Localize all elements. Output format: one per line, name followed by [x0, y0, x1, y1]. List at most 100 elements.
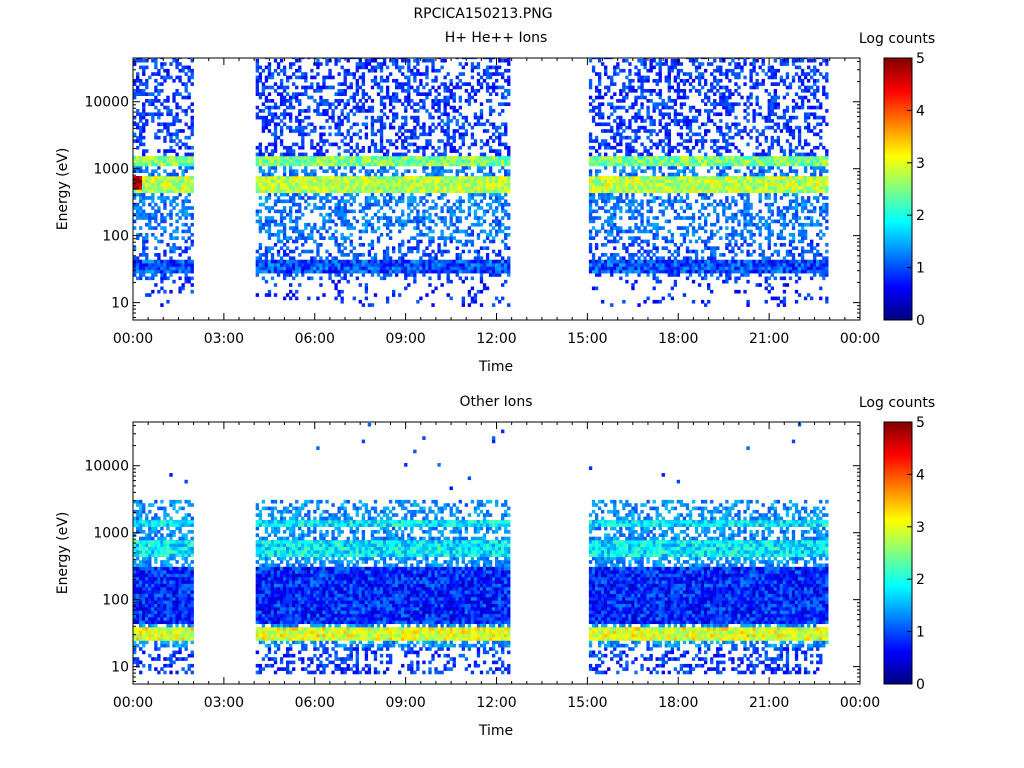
heatmap-cell	[264, 125, 269, 130]
heatmap-cell	[458, 276, 462, 281]
heatmap-cell	[175, 266, 179, 271]
heatmap-cell	[145, 182, 149, 187]
heatmap-cell	[292, 169, 296, 173]
heatmap-cell	[349, 273, 353, 277]
heatmap-cell	[640, 159, 644, 163]
heatmap-cell	[467, 266, 472, 271]
heatmap-cell	[145, 58, 149, 63]
heatmap-cell	[349, 165, 353, 170]
heatmap-cell	[258, 149, 263, 153]
heatmap-cell	[655, 145, 659, 150]
heatmap-cell	[401, 122, 405, 127]
heatmap-cell	[273, 68, 278, 73]
heatmap-cell	[285, 253, 290, 257]
heatmap-cell	[628, 226, 632, 230]
heatmap-cell	[258, 109, 263, 113]
heatmap-cell	[637, 273, 641, 277]
heatmap-cell	[367, 62, 372, 66]
heatmap-cell	[337, 102, 341, 107]
heatmap-cell	[391, 196, 396, 200]
heatmap-cell	[391, 172, 396, 177]
heatmap-cell	[340, 122, 344, 127]
heatmap-cell	[440, 269, 444, 274]
heatmap-cell	[133, 169, 137, 173]
heatmap-cell	[181, 82, 185, 86]
heatmap-cell	[613, 109, 617, 113]
heatmap-cell	[313, 162, 317, 167]
heatmap-cell	[334, 239, 338, 244]
heatmap-cell	[334, 206, 338, 210]
heatmap-cell	[461, 186, 465, 190]
heatmap-cell	[461, 159, 465, 163]
heatmap-cell	[325, 192, 329, 197]
heatmap-cell	[670, 58, 675, 63]
heatmap-cell	[343, 115, 347, 120]
heatmap-cell	[276, 259, 281, 264]
heatmap-cell	[655, 263, 659, 267]
heatmap-cell	[270, 269, 275, 274]
heatmap-cell	[370, 159, 375, 163]
heatmap-cell	[425, 186, 429, 190]
heatmap-cell	[607, 145, 611, 150]
heatmap-cell	[685, 276, 690, 281]
heatmap-cell	[646, 249, 650, 254]
heatmap-cell	[401, 212, 405, 217]
heatmap-cell	[382, 182, 387, 187]
heatmap-cell	[310, 139, 314, 143]
heatmap-cell	[187, 256, 191, 261]
heatmap-cell	[382, 122, 387, 127]
heatmap-cell	[640, 216, 644, 220]
heatmap-cell	[139, 189, 143, 194]
heatmap-cell	[304, 72, 308, 76]
heatmap-cell	[491, 236, 496, 240]
heatmap-cell	[407, 169, 411, 173]
heatmap-cell	[431, 105, 435, 110]
heatmap-cell	[136, 212, 140, 217]
heatmap-cell	[361, 253, 366, 257]
heatmap-cell	[419, 159, 423, 163]
heatmap-cell	[304, 115, 308, 120]
heatmap-cell	[270, 253, 275, 257]
heatmap-cell	[434, 162, 438, 167]
heatmap-cell	[388, 259, 393, 264]
heatmap-cell	[491, 58, 496, 60]
heatmap-cell	[443, 179, 447, 184]
heatmap-cell	[163, 289, 167, 294]
heatmap-cell	[364, 176, 369, 180]
heatmap-cell	[631, 159, 635, 163]
heatmap-cell	[637, 249, 641, 254]
heatmap-cell	[670, 232, 675, 237]
heatmap-cell	[458, 256, 462, 261]
heatmap-cell	[507, 176, 511, 180]
heatmap-cell	[322, 176, 326, 180]
heatmap-cell	[148, 216, 152, 220]
heatmap-cell	[446, 95, 450, 100]
heatmap-cell	[631, 212, 635, 217]
heatmap-cell	[331, 115, 335, 120]
heatmap-cell	[298, 109, 302, 113]
heatmap-cell	[488, 162, 493, 167]
heatmap-cell	[404, 162, 408, 167]
heatmap-cell	[304, 75, 308, 80]
heatmap-cell	[631, 263, 635, 267]
heatmap-cell	[145, 179, 149, 184]
heatmap-cell	[379, 58, 384, 60]
heatmap-cell	[413, 72, 417, 76]
heatmap-cell	[473, 179, 478, 184]
heatmap-cell	[285, 159, 290, 163]
heatmap-cell	[494, 182, 499, 187]
heatmap-cell	[295, 222, 299, 227]
heatmap-cell	[273, 259, 278, 264]
heatmap-cell	[255, 115, 260, 120]
heatmap-cell	[157, 176, 161, 180]
heatmap-cell	[276, 253, 281, 257]
heatmap-cell	[476, 186, 481, 190]
heatmap-cell	[634, 149, 638, 153]
heatmap-cell	[604, 253, 608, 257]
heatmap-cell	[498, 182, 502, 187]
heatmap-cell	[455, 122, 459, 127]
heatmap-cell	[373, 75, 378, 80]
heatmap-cell	[619, 176, 623, 180]
heatmap-cell	[325, 102, 329, 107]
heatmap-cell	[640, 202, 644, 207]
